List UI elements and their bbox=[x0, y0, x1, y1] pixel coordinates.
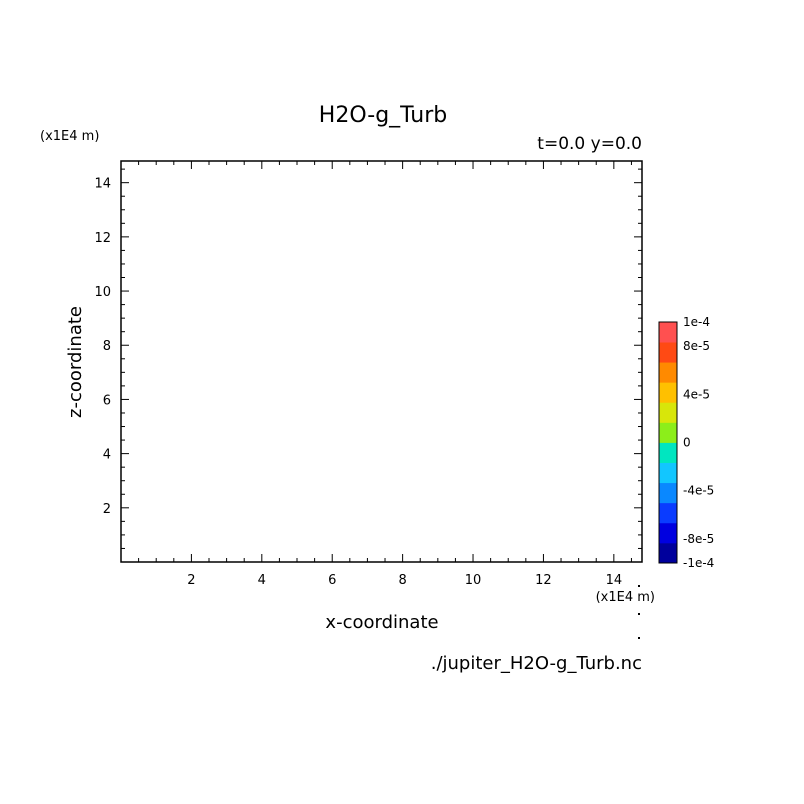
colorbar-segment bbox=[659, 322, 677, 343]
colorbar-segment bbox=[659, 362, 677, 383]
corner-dot-mark bbox=[638, 637, 640, 639]
x-tick-label: 4 bbox=[258, 573, 266, 588]
source-file-label: ./jupiter_H2O-g_Turb.nc bbox=[431, 653, 642, 674]
colorbar-segment bbox=[659, 462, 677, 484]
colorbar-segment bbox=[659, 522, 677, 544]
colorbar-segment bbox=[659, 502, 677, 524]
colorbar-segment bbox=[659, 542, 677, 564]
colorbar-tick-label: -4e-5 bbox=[683, 484, 714, 498]
y-tick-label: 2 bbox=[103, 502, 111, 517]
x-tick-label: 2 bbox=[187, 573, 195, 588]
colorbar-tick-label: -1e-4 bbox=[683, 556, 714, 570]
x-tick-label: 14 bbox=[606, 573, 623, 588]
colorbar bbox=[658, 321, 678, 564]
colorbar-segment bbox=[659, 402, 677, 423]
y-axis-label: z-coordinate bbox=[65, 306, 86, 418]
colorbar-tick-label: 8e-5 bbox=[683, 339, 710, 353]
colorbar-segment bbox=[659, 422, 677, 443]
x-tick-label: 10 bbox=[465, 573, 482, 588]
y-tick-label: 14 bbox=[94, 177, 111, 192]
y-tick-labels: 2 4 6 8 10 12 14 bbox=[94, 177, 111, 517]
colorbar-tick-label: 0 bbox=[683, 436, 691, 450]
colorbar-segment bbox=[659, 342, 677, 363]
x-tick-labels: 2 4 6 8 10 12 14 bbox=[187, 573, 622, 588]
y-tick-label: 8 bbox=[103, 339, 111, 354]
colorbar-tick-label: -8e-5 bbox=[683, 532, 714, 546]
chart-title: H2O-g_Turb bbox=[319, 103, 447, 128]
x-unit-label: (x1E4 m) bbox=[596, 590, 655, 605]
x-tick-label: 12 bbox=[535, 573, 552, 588]
colorbar-tick-label: 4e-5 bbox=[683, 387, 710, 401]
colorbar-segment bbox=[659, 482, 677, 504]
corner-marks bbox=[638, 585, 640, 639]
plot-area bbox=[120, 160, 643, 563]
y-unit-label: (x1E4 m) bbox=[40, 129, 99, 144]
colorbar-segment bbox=[659, 442, 677, 463]
corner-dot-mark bbox=[638, 613, 640, 615]
y-tick-label: 4 bbox=[103, 448, 111, 463]
y-tick-label: 10 bbox=[94, 285, 111, 300]
x-tick-label: 8 bbox=[398, 573, 406, 588]
colorbar-frame bbox=[658, 321, 678, 564]
colorbar-labels: 1e-4 8e-5 4e-5 0 -4e-5 -8e-5 -1e-4 bbox=[683, 315, 714, 570]
y-tick-label: 12 bbox=[94, 231, 111, 246]
colorbar-tick-label: 1e-4 bbox=[683, 315, 710, 329]
x-axis-ticks bbox=[138, 161, 632, 562]
x-axis-label: x-coordinate bbox=[325, 612, 438, 633]
x-tick-label: 6 bbox=[328, 573, 336, 588]
y-axis-ticks bbox=[121, 168, 642, 549]
y-tick-label: 6 bbox=[103, 393, 111, 408]
time-label: t=0.0 y=0.0 bbox=[537, 134, 642, 154]
corner-dot-mark bbox=[638, 585, 640, 587]
colorbar-segment bbox=[659, 382, 677, 403]
